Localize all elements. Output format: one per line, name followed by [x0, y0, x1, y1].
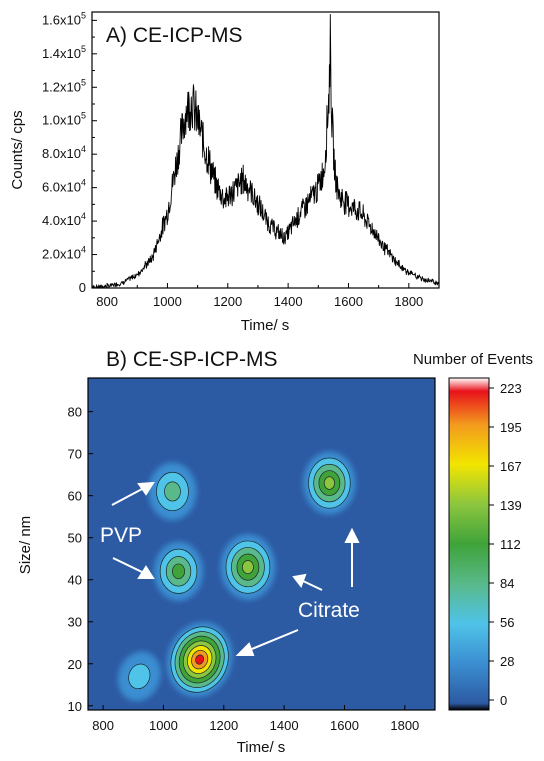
colorbar-ticks: 223 195 167 139 112 84 56 28 0 [489, 381, 522, 708]
heatmap-contour [164, 481, 181, 502]
colorbar-tick-label: 195 [500, 420, 522, 435]
heatmap-cluster [153, 541, 204, 601]
panel-a-ytick-label: 4.0x104 [42, 211, 86, 228]
colorbar-tick-label: 167 [500, 459, 522, 474]
panel-a-ytick-label: 1.4x105 [42, 44, 86, 61]
arrowhead-pvp-upper [137, 481, 155, 496]
colorbar-title: Number of Events [413, 351, 533, 368]
arrow-pvp-upper [111, 487, 145, 506]
panel-a: A) CE-ICP-MS 0 2.0x104 4.0x104 6.0x104 8.0x1… [9, 10, 440, 334]
panel-a-ytick-label: 1.6x105 [42, 10, 86, 27]
panel-a-ytick-label: 2.0x104 [42, 245, 86, 262]
panel-a-xtick-label: 1200 [213, 294, 242, 309]
colorbar-tick-label: 112 [500, 537, 521, 552]
panel-b-xtick-label: 1400 [270, 718, 299, 733]
heatmap-contour [195, 654, 205, 665]
panel-b-xtick-label: 1600 [330, 718, 359, 733]
arrow-citrate-lower [246, 629, 299, 652]
panel-a-trace [91, 13, 439, 289]
panel-b-xlabel: Time/ s [237, 739, 286, 756]
heatmap-clusters [117, 451, 356, 702]
panel-a-xtick-label: 1600 [334, 294, 363, 309]
panel-b-title: B) CE-SP-ICP-MS [106, 348, 278, 371]
arrowhead-pvp-lower [137, 565, 155, 579]
panel-a-x-ticks: 800 1000 1200 1400 1600 1800 [96, 283, 423, 309]
annotation-arrows [111, 481, 360, 656]
panel-b-y-ticks: 10 20 30 40 50 60 70 80 [68, 405, 93, 714]
heatmap-contour [128, 663, 151, 690]
colorbar-tick-label: 28 [500, 654, 514, 669]
panel-b-frame [87, 377, 436, 711]
panel-b-xtick-label: 1200 [209, 718, 238, 733]
panel-b-ylabel: Size/ nm [17, 516, 34, 574]
panel-b: B) CE-SP-ICP-MS 10 20 30 40 50 60 70 80 800 1000… [17, 348, 533, 756]
colorbar-tick-label: 223 [500, 381, 522, 396]
colorbar-tick-label: 84 [500, 576, 514, 591]
panel-a-ytick-label: 1.0x105 [42, 111, 86, 128]
panel-a-frame [91, 11, 440, 289]
panel-a-xlabel: Time/ s [241, 317, 290, 334]
heatmap-cluster [303, 451, 356, 515]
panel-b-ytick-label: 20 [68, 657, 82, 672]
panel-b-ytick-label: 50 [68, 531, 82, 546]
panel-a-ytick-label: 6.0x104 [42, 178, 86, 195]
panel-b-xtick-label: 1000 [149, 718, 178, 733]
panel-a-y-ticks: 0 2.0x104 4.0x104 6.0x104 8.0x104 1.0x105 1.2x… [42, 10, 97, 295]
arrowhead-citrate-middle [292, 573, 307, 589]
panel-b-ytick-label: 70 [68, 447, 82, 462]
annotation-citrate: Citrate [298, 599, 360, 622]
panel-a-ylabel: Counts/ cps [9, 110, 26, 189]
arrowhead-citrate-lower [235, 642, 255, 656]
panel-a-ytick-label: 8.0x104 [42, 144, 86, 161]
arrow-citrate-middle [302, 580, 323, 591]
panel-b-ytick-label: 60 [68, 489, 82, 504]
panel-a-ytick-label: 1.2x105 [42, 77, 86, 94]
panel-b-xtick-label: 800 [92, 718, 114, 733]
heatmap-cluster [117, 651, 161, 702]
panel-b-ytick-label: 30 [68, 615, 82, 630]
colorbar-tick-label: 56 [500, 615, 514, 630]
panel-b-xtick-label: 1800 [390, 718, 419, 733]
heatmap-contour [323, 476, 335, 490]
panel-a-xtick-label: 1000 [153, 294, 182, 309]
annotation-pvp: PVP [100, 524, 142, 547]
panel-b-x-ticks: 800 1000 1200 1400 1600 1800 [92, 705, 419, 733]
arrowhead-citrate-upper [344, 527, 360, 543]
heatmap-contour [242, 560, 254, 575]
colorbar [448, 377, 490, 711]
arrow-pvp-lower [112, 557, 145, 574]
panel-a-xtick-label: 1400 [274, 294, 303, 309]
panel-a-ytick-label: 0 [79, 280, 86, 295]
panel-b-ytick-label: 10 [68, 699, 82, 714]
colorbar-tick-label: 0 [500, 693, 507, 708]
heatmap-cluster [148, 462, 197, 521]
panel-b-ytick-label: 80 [68, 405, 82, 420]
panel-a-xtick-label: 800 [96, 294, 118, 309]
heatmap-cluster [220, 534, 276, 600]
heatmap-contour [172, 563, 185, 580]
panel-a-xtick-label: 1800 [394, 294, 423, 309]
heatmap-cluster [166, 622, 233, 697]
colorbar-tick-label: 139 [500, 498, 522, 513]
panel-a-title: A) CE-ICP-MS [106, 24, 243, 47]
panel-b-ytick-label: 40 [68, 573, 82, 588]
